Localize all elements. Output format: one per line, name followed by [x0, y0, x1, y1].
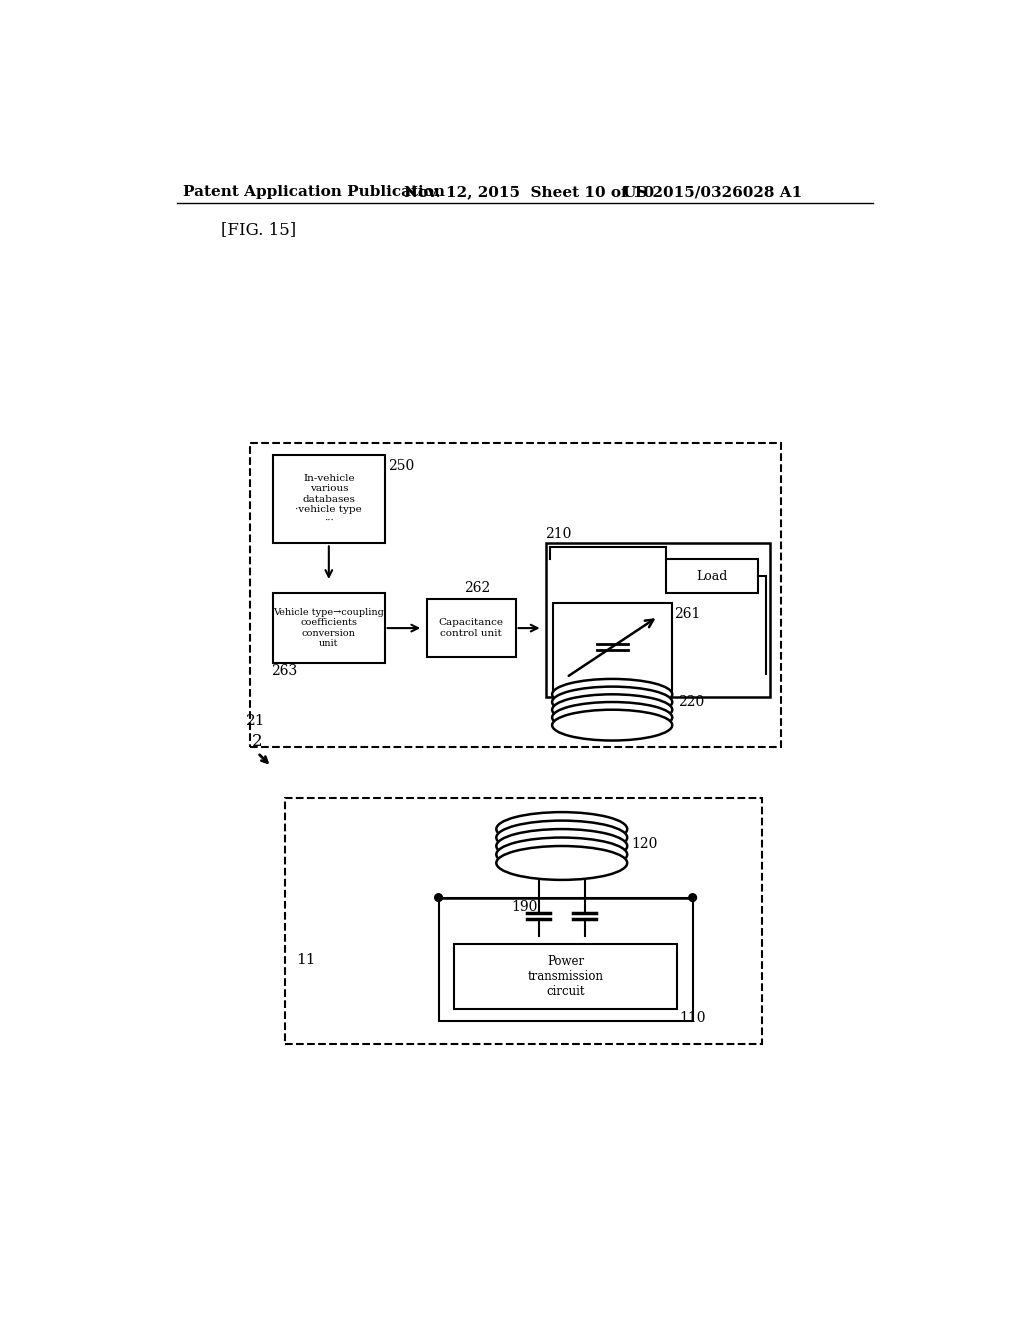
Ellipse shape: [497, 812, 628, 846]
Circle shape: [581, 850, 589, 858]
Text: 120: 120: [631, 837, 657, 850]
Ellipse shape: [497, 838, 628, 871]
Bar: [273, 594, 385, 663]
Text: 2: 2: [252, 733, 263, 750]
Bar: [285, 797, 762, 1044]
Text: US 2015/0326028 A1: US 2015/0326028 A1: [624, 185, 803, 199]
Bar: [250, 444, 781, 747]
Bar: [273, 455, 385, 544]
Circle shape: [535, 850, 543, 858]
Bar: [666, 558, 758, 594]
Text: 11: 11: [296, 953, 315, 966]
Ellipse shape: [552, 686, 672, 718]
Bar: [427, 599, 515, 657]
Text: 263: 263: [271, 664, 298, 678]
Ellipse shape: [552, 678, 672, 710]
Circle shape: [641, 682, 649, 690]
Text: 220: 220: [679, 696, 705, 709]
Ellipse shape: [497, 846, 628, 880]
Text: Nov. 12, 2015  Sheet 10 of 10: Nov. 12, 2015 Sheet 10 of 10: [403, 185, 654, 199]
Ellipse shape: [497, 821, 628, 854]
Text: 21: 21: [246, 714, 265, 729]
Bar: [438, 898, 692, 1020]
Text: 261: 261: [674, 607, 700, 620]
Bar: [553, 603, 672, 692]
Ellipse shape: [552, 694, 672, 725]
Text: Vehicle type→coupling
coefficients
conversion
unit: Vehicle type→coupling coefficients conve…: [273, 609, 384, 648]
Bar: [454, 944, 677, 1010]
Ellipse shape: [552, 702, 672, 733]
Text: 190: 190: [512, 900, 538, 913]
Ellipse shape: [497, 829, 628, 863]
Ellipse shape: [552, 710, 672, 741]
Text: Power
transmission
circuit: Power transmission circuit: [527, 956, 603, 998]
Circle shape: [575, 682, 584, 690]
Text: 250: 250: [388, 459, 415, 473]
Text: In-vehicle
various
databases
·vehicle type
···: In-vehicle various databases ·vehicle ty…: [296, 474, 362, 524]
Bar: [547, 544, 770, 697]
Text: Load: Load: [696, 570, 728, 582]
Text: Patent Application Publication: Patent Application Publication: [183, 185, 444, 199]
Text: 262: 262: [464, 581, 489, 595]
Text: 110: 110: [680, 1011, 707, 1024]
Circle shape: [435, 894, 442, 902]
Text: Capacitance
control unit: Capacitance control unit: [439, 618, 504, 638]
Circle shape: [689, 894, 696, 902]
Text: [FIG. 15]: [FIG. 15]: [221, 222, 297, 239]
Text: 210: 210: [545, 527, 571, 541]
